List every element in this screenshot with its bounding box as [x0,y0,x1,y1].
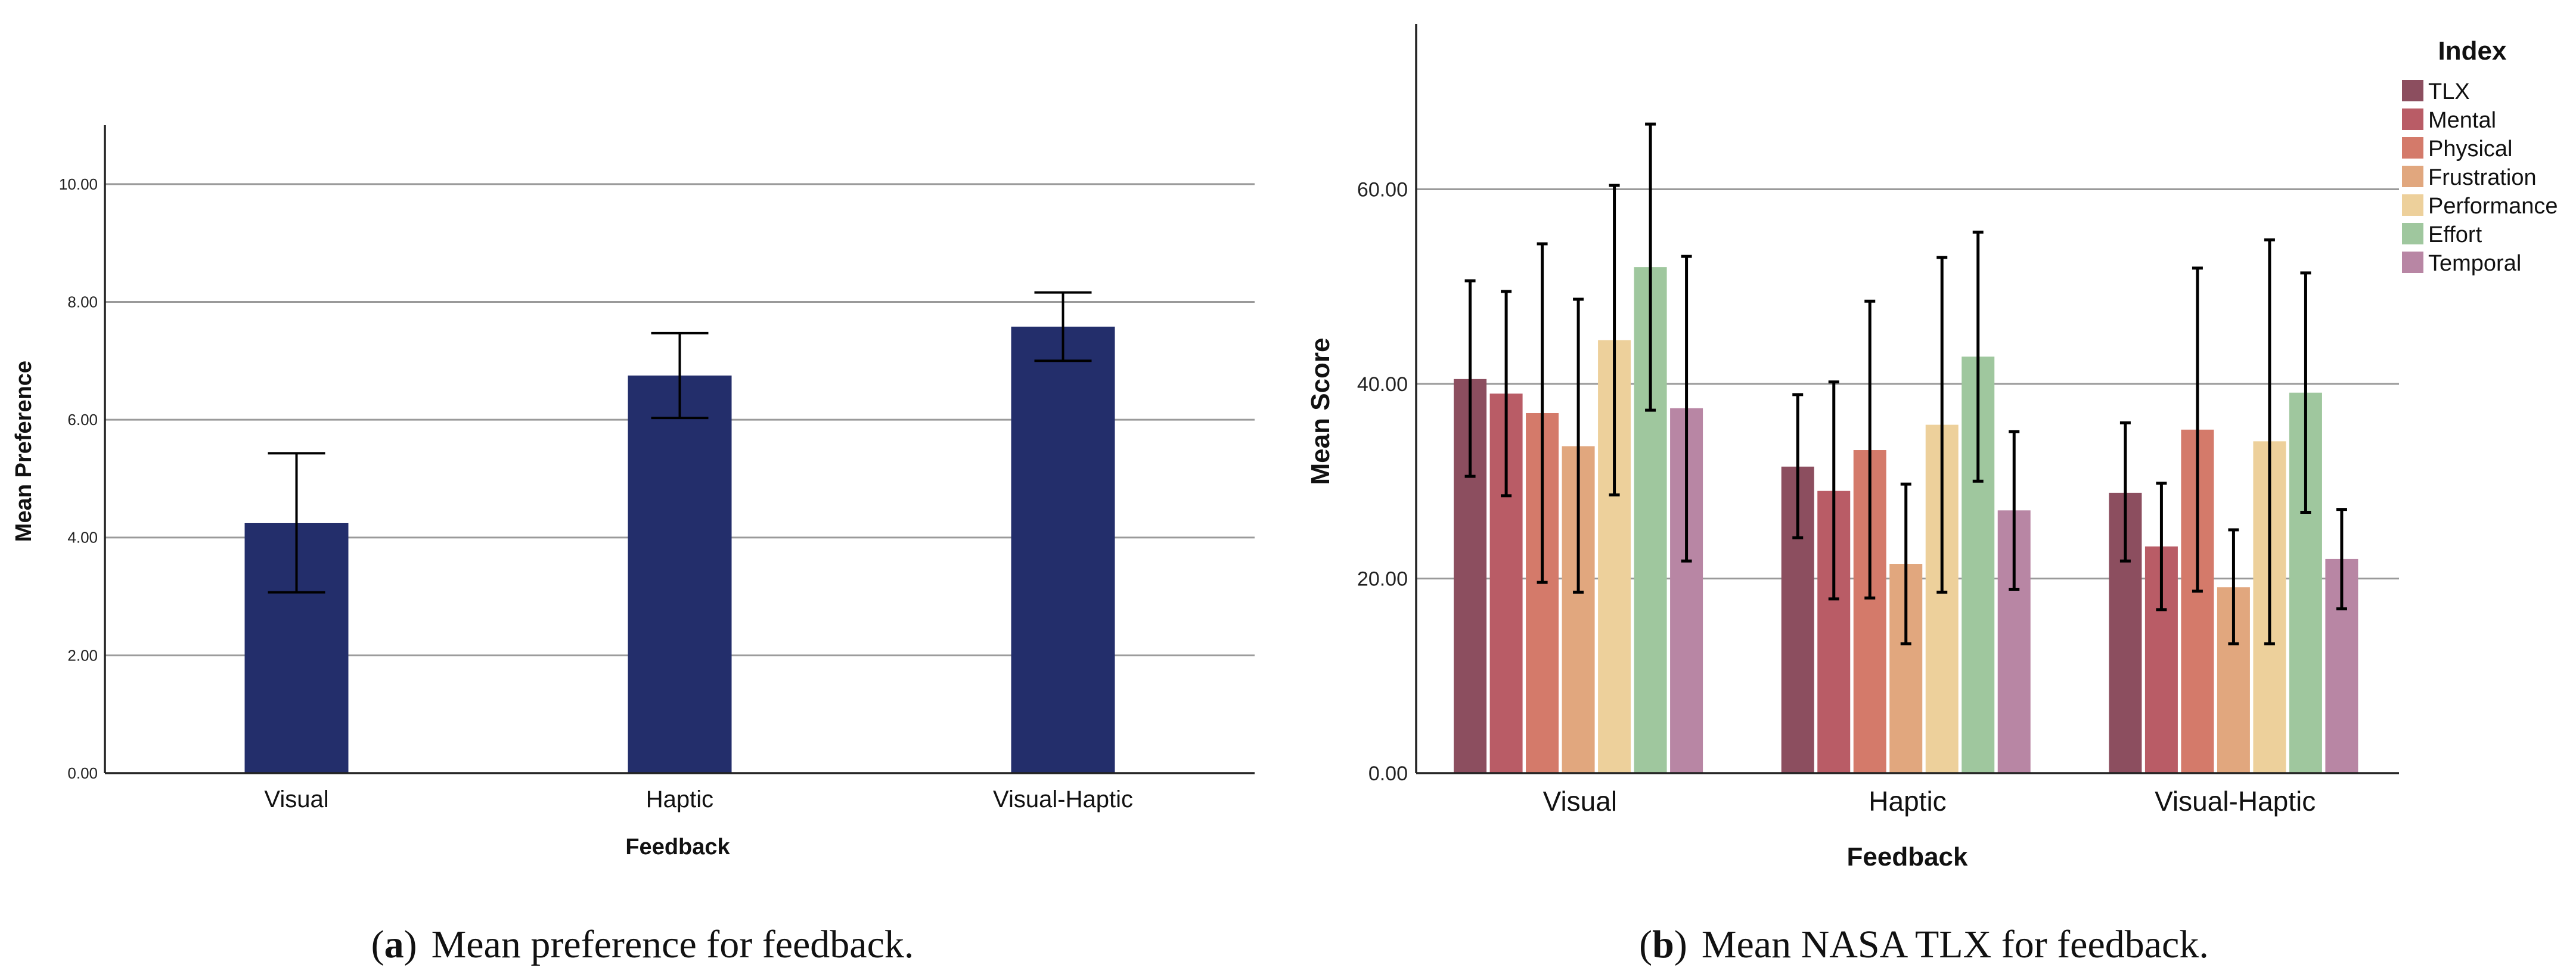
chart-a-caption: (a) Mean preference for feedback. [371,923,914,966]
chart-a-x-tick-label: Haptic [646,786,713,812]
chart-b-y-tick-label: 0.00 [1368,762,1408,785]
chart-a-bar [628,375,732,773]
chart-a-y-tick-label: 2.00 [67,646,98,664]
chart-b-y-axis-label: Mean Score [1306,338,1335,485]
legend-label: Frustration [2428,165,2537,190]
chart-b-x-axis-label: Feedback [1847,842,1969,872]
chart-b-x-tick-label: Haptic [1869,786,1946,817]
chart-a-y-tick-label: 6.00 [67,411,98,429]
legend-swatch [2402,108,2423,130]
chart-b-y-tick-label: 40.00 [1357,373,1408,396]
chart-a-x-tick-label: Visual [264,786,328,812]
legend-label: Physical [2428,137,2513,162]
legend-label: Mental [2428,108,2496,133]
chart-b-legend: Index TLX Mental Physical Frustration Perfor… [2402,36,2558,276]
chart-b-caption: (b) Mean NASA TLX for feedback. [1639,923,2209,966]
chart-b-mean-nasa-tlx: 0.00 20.00 40.00 60.00 Visual Haptic Visual-H… [1306,24,2558,966]
chart-a-y-tick-label: 0.00 [67,764,98,782]
legend-swatch [2402,80,2423,101]
legend-swatch [2402,194,2423,216]
chart-a-y-axis-label: Mean Preference [11,361,36,542]
chart-a-y-tick-label: 8.00 [67,293,98,311]
legend-swatch [2402,223,2423,244]
chart-b-y-tick-label: 20.00 [1357,568,1408,591]
chart-a-y-tick-label: 10.00 [59,175,98,193]
legend-title: Index [2438,36,2507,66]
legend-swatch [2402,137,2423,159]
legend-swatch [2402,252,2423,273]
legend-label: Temporal [2428,251,2521,276]
chart-a-y-tick-label: 4.00 [67,529,98,547]
legend-swatch [2402,166,2423,187]
legend-label: Effort [2428,222,2482,247]
chart-a-x-axis-label: Feedback [625,835,730,860]
chart-b-x-tick-label: Visual [1543,786,1617,817]
legend-label: Performance [2428,194,2558,219]
chart-b-y-tick-label: 60.00 [1357,179,1408,201]
chart-a-mean-preference: 0.00 2.00 4.00 6.00 8.00 10.00 Visual Haptic Vi… [11,125,1255,966]
legend-label: TLX [2428,79,2470,104]
chart-b-x-tick-label: Visual-Haptic [2155,786,2316,817]
chart-a-bar [1011,326,1115,773]
chart-a-x-tick-label: Visual-Haptic [993,786,1133,812]
